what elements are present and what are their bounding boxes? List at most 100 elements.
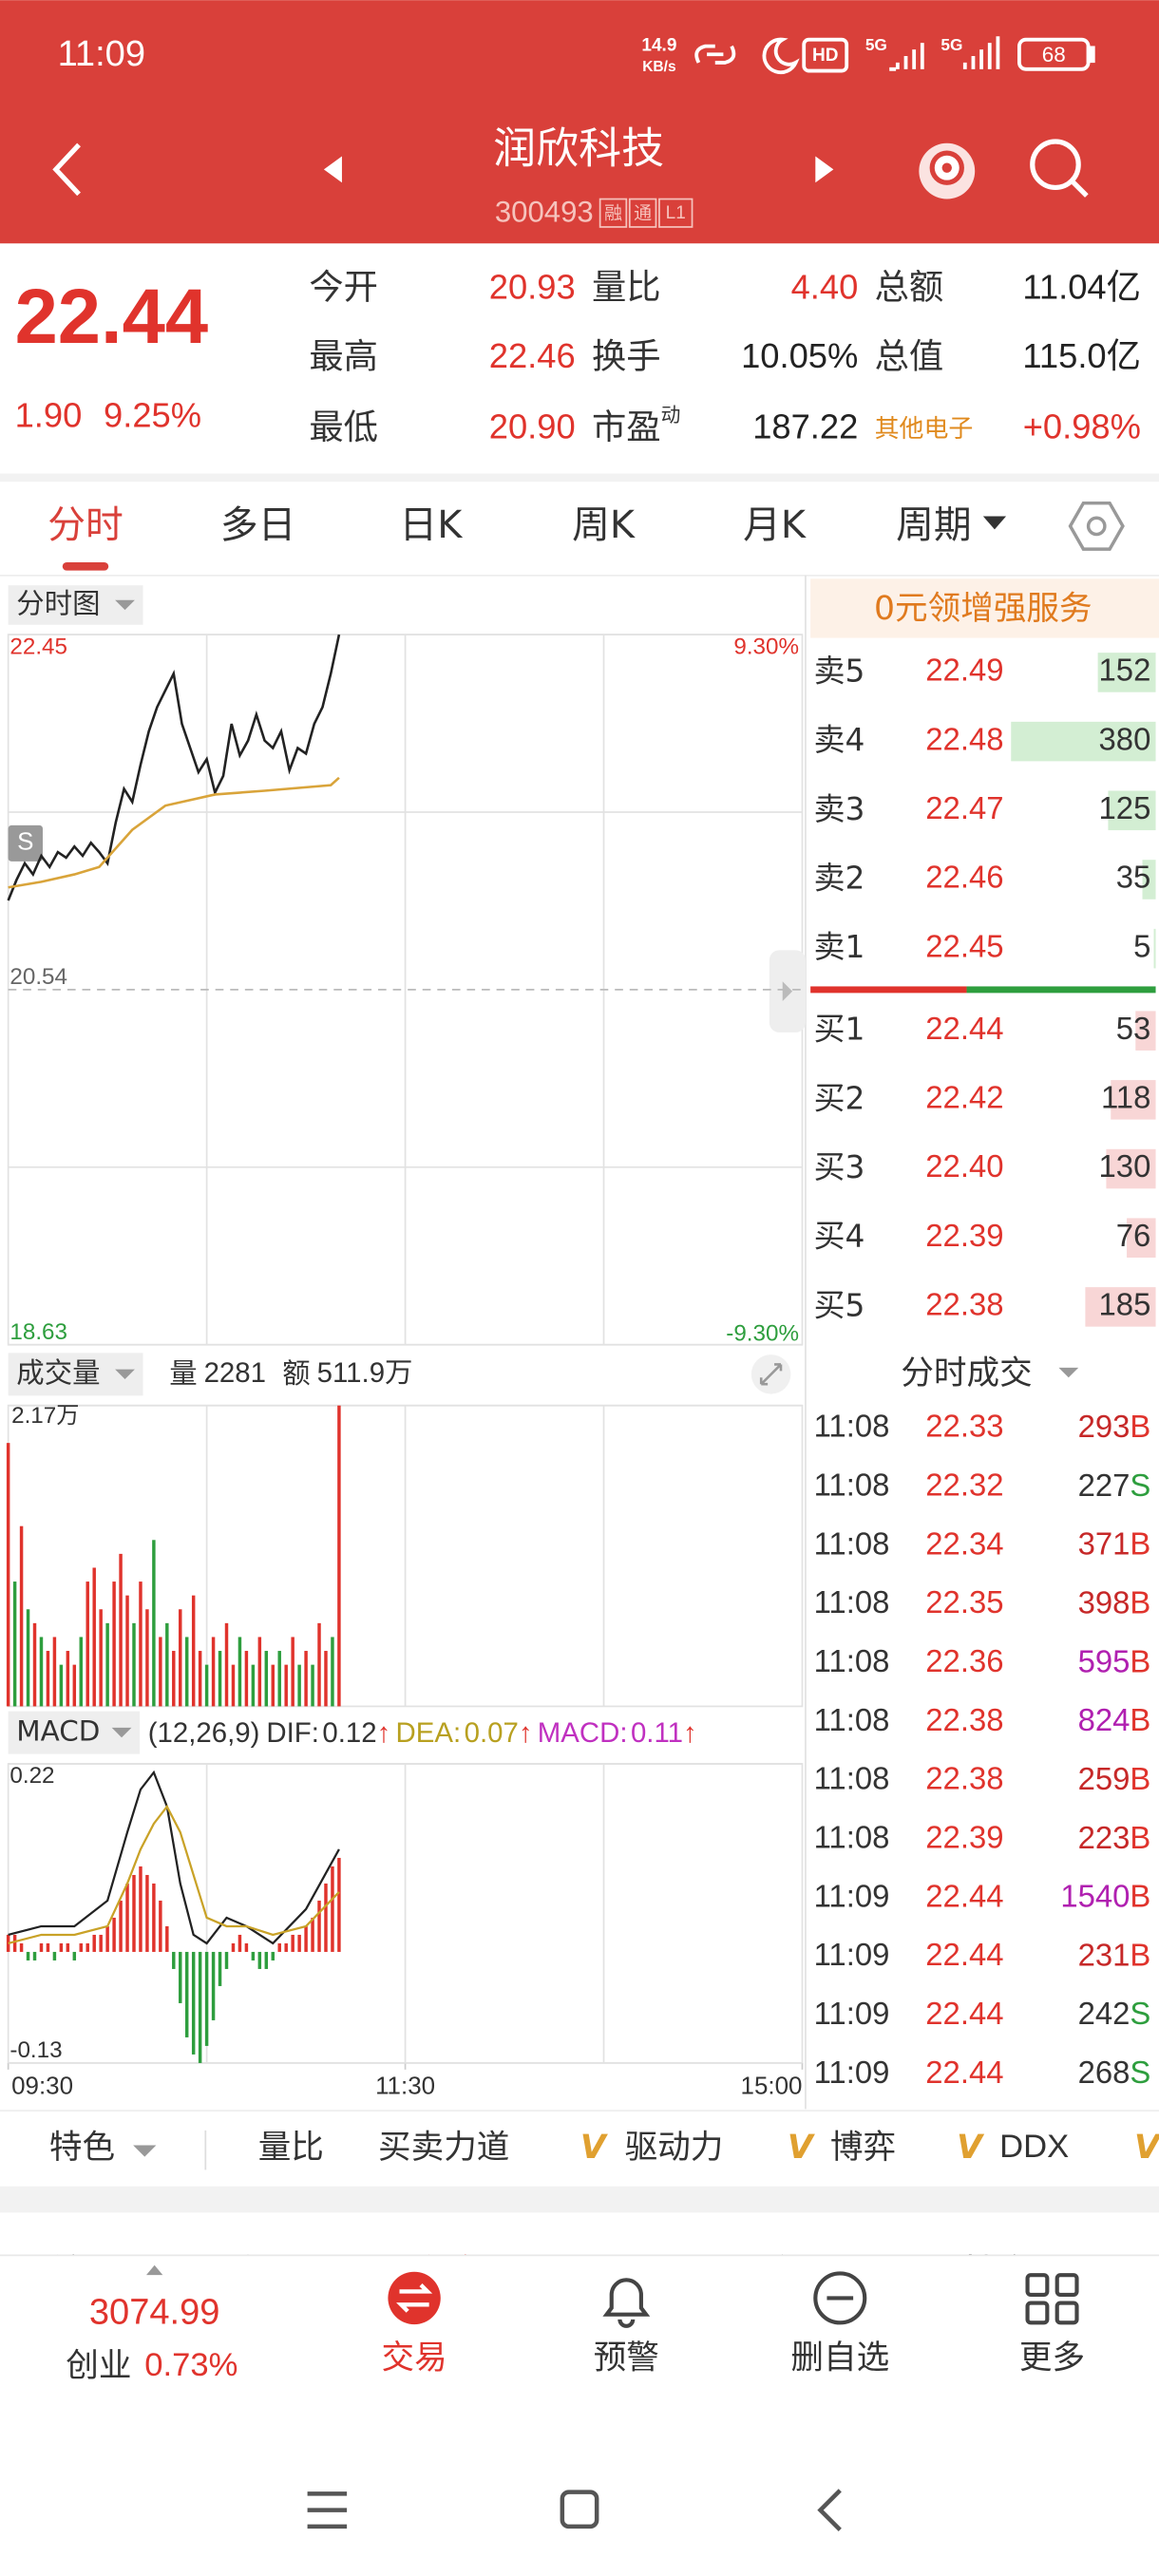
macd-bar bbox=[264, 1951, 269, 1969]
trade-time: 11:08 bbox=[814, 1702, 890, 1737]
trade-side: S bbox=[1130, 1467, 1150, 1502]
prev-stock[interactable] bbox=[323, 156, 342, 183]
stock-code: 300493 bbox=[495, 195, 594, 228]
book-price: 22.44 bbox=[925, 1011, 1003, 1046]
dropdown-icon bbox=[133, 2145, 157, 2157]
macd-bar bbox=[52, 1951, 57, 1960]
depth-bar bbox=[1108, 790, 1156, 831]
dea-label: DEA: bbox=[396, 1717, 462, 1749]
index-value[interactable]: 3074.99 bbox=[89, 2293, 220, 2333]
macd-bar bbox=[79, 1942, 84, 1952]
tab[interactable]: 日K bbox=[399, 503, 463, 547]
expand-icon bbox=[782, 981, 793, 1002]
field-label: 其他电子 bbox=[875, 414, 974, 443]
macd-bar bbox=[284, 1942, 288, 1952]
tag: 融 bbox=[604, 203, 622, 224]
macd-bar bbox=[244, 1942, 249, 1952]
toolbar-item[interactable]: DDX bbox=[999, 2129, 1069, 2165]
volume-bar bbox=[145, 1609, 149, 1707]
field-label: 今开 bbox=[309, 267, 378, 308]
book-price: 22.46 bbox=[925, 860, 1003, 895]
system-nav[interactable] bbox=[307, 2489, 842, 2531]
trade-price: 22.34 bbox=[925, 1525, 1003, 1561]
volume-bar bbox=[92, 1567, 96, 1707]
macd-bar bbox=[86, 1942, 89, 1952]
search-button[interactable] bbox=[1030, 139, 1089, 198]
macd-bar bbox=[19, 1942, 24, 1952]
expand-index[interactable] bbox=[146, 2264, 163, 2276]
dea-arrow: ↑ bbox=[519, 1717, 533, 1749]
macd-bar bbox=[271, 1951, 275, 1960]
trade-volume: 242S bbox=[1078, 1996, 1151, 2031]
vol-label: 量 bbox=[169, 1356, 197, 1389]
book-price: 22.49 bbox=[925, 653, 1003, 688]
macd-bar bbox=[204, 1951, 209, 2046]
mascot-button[interactable] bbox=[919, 142, 976, 199]
volume-bar bbox=[317, 1622, 321, 1707]
tab[interactable]: 分时 bbox=[48, 503, 124, 547]
trade-size: 242 bbox=[1078, 1996, 1130, 2031]
tab[interactable]: 多日 bbox=[220, 503, 296, 547]
macd-bar bbox=[6, 1934, 10, 1952]
book-volume: 380 bbox=[1099, 721, 1151, 756]
volume-bar bbox=[39, 1637, 44, 1707]
volume-bar bbox=[297, 1664, 301, 1707]
trade-icon[interactable] bbox=[388, 2271, 441, 2325]
macd-bar bbox=[159, 1900, 162, 1952]
toolbar-item[interactable]: 买卖力道 bbox=[378, 2129, 509, 2167]
field-label-text: 量比 bbox=[592, 267, 661, 308]
trade-volume: 293B bbox=[1078, 1409, 1151, 1444]
volume-bar bbox=[331, 1637, 334, 1707]
book-price: 22.39 bbox=[925, 1218, 1003, 1253]
more-icon[interactable] bbox=[1025, 2273, 1079, 2325]
remove-icon[interactable] bbox=[813, 2271, 867, 2325]
macd-bar bbox=[26, 1951, 30, 1960]
trade-side: S bbox=[1130, 1996, 1150, 2031]
toolbar-menu[interactable]: 特色 bbox=[49, 2129, 115, 2167]
volume-bar bbox=[244, 1651, 249, 1707]
macd-bar bbox=[277, 1942, 281, 1952]
trades-title[interactable]: 分时成交 bbox=[901, 1354, 1032, 1392]
nav-item[interactable]: 预警 bbox=[594, 2339, 659, 2377]
toolbar-item[interactable]: 量比 bbox=[258, 2129, 324, 2167]
field-value: 20.90 bbox=[489, 407, 576, 445]
generated: 09:30 11:30 15:00 18.63 20.54 22.45 9.30% -9.30… bbox=[6, 634, 1156, 2100]
field-label: 市盈动 bbox=[592, 404, 680, 447]
field-value: 20.93 bbox=[489, 267, 576, 306]
volume-bar bbox=[324, 1651, 328, 1707]
next-stock[interactable] bbox=[815, 156, 834, 183]
avg-line bbox=[8, 776, 340, 889]
v-mark: V bbox=[788, 2129, 816, 2167]
field-label: 量比 bbox=[592, 267, 661, 308]
book-volume: 35 bbox=[1116, 860, 1151, 895]
tab[interactable]: 周期 bbox=[896, 503, 972, 547]
trade-price: 22.44 bbox=[925, 1996, 1003, 2031]
nav-item[interactable]: 更多 bbox=[1019, 2339, 1085, 2377]
volume-bar bbox=[204, 1664, 209, 1707]
v-mark: V bbox=[580, 2129, 609, 2167]
volume-bar bbox=[218, 1651, 222, 1707]
nav-item[interactable]: 交易 bbox=[381, 2339, 446, 2377]
book-divider-green bbox=[966, 986, 1156, 994]
y-tick-label: 0.22 bbox=[10, 1763, 54, 1789]
tab[interactable]: 月K bbox=[743, 503, 807, 547]
trade-time: 11:08 bbox=[814, 1643, 890, 1678]
macd-caption: MACD bbox=[16, 1715, 100, 1748]
dropdown-icon bbox=[111, 1727, 132, 1738]
settings-button[interactable] bbox=[1068, 501, 1125, 551]
volume-label: 成交量 bbox=[16, 1356, 100, 1389]
back-button[interactable] bbox=[52, 142, 81, 197]
field-value: 10.05% bbox=[741, 336, 858, 375]
promo-bg[interactable] bbox=[810, 578, 1159, 638]
nav-item[interactable]: 删自选 bbox=[790, 2339, 889, 2377]
period-dropdown[interactable] bbox=[982, 516, 1007, 530]
volume-bar bbox=[105, 1622, 109, 1707]
toolbar-item[interactable]: 驱动力 bbox=[625, 2129, 724, 2167]
trade-price: 22.44 bbox=[925, 1878, 1003, 1913]
macd-bar bbox=[92, 1934, 96, 1952]
alert-icon[interactable] bbox=[602, 2278, 651, 2328]
trade-volume: 824B bbox=[1078, 1702, 1151, 1737]
tab[interactable]: 周K bbox=[572, 503, 636, 547]
toolbar-item[interactable]: 博弈 bbox=[830, 2129, 896, 2167]
